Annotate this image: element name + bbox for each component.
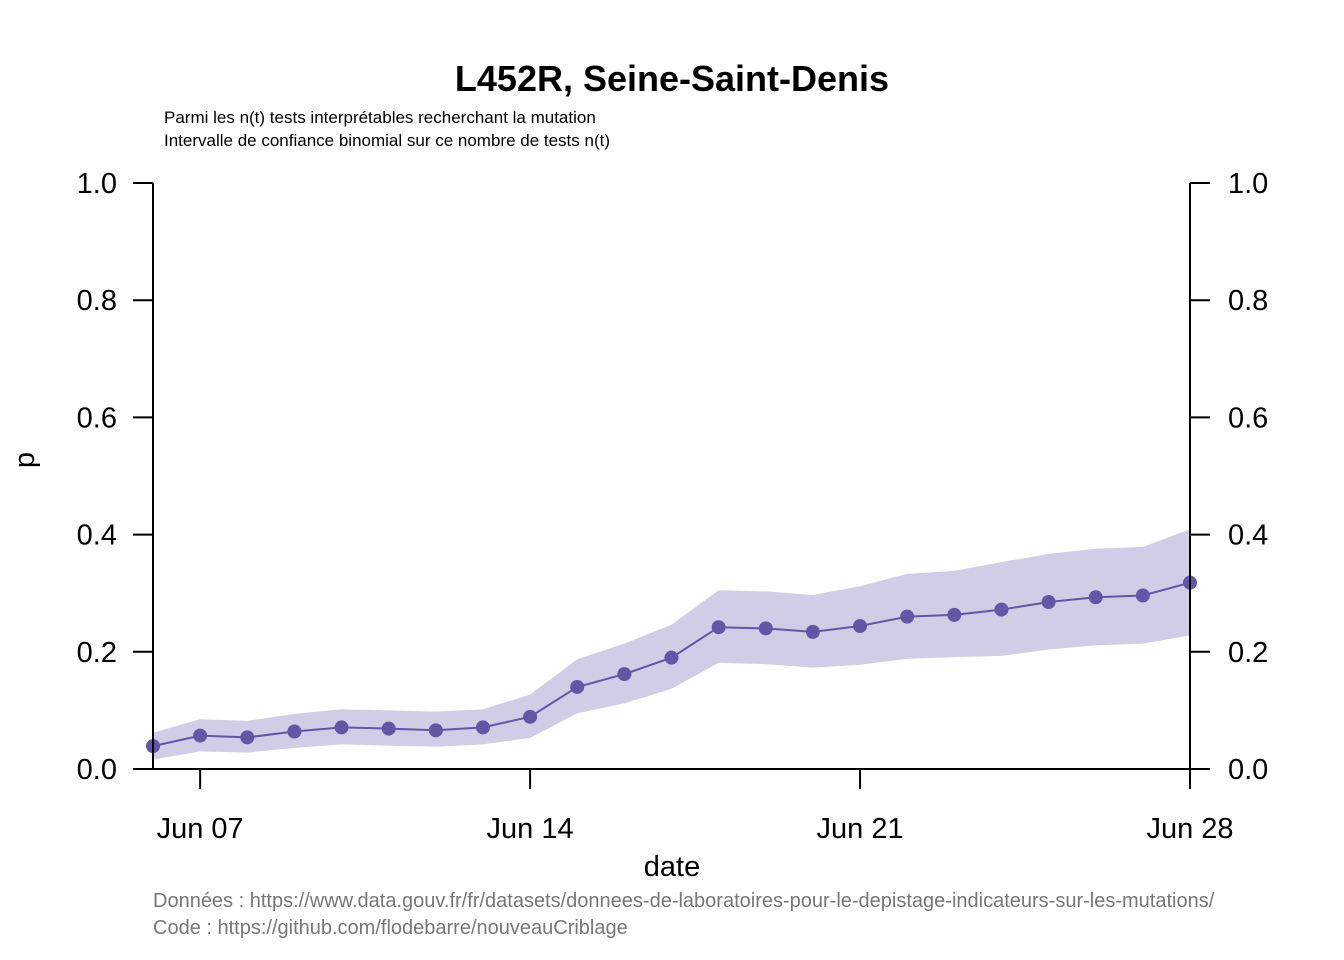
y-tick-left-label: 0.0 (77, 754, 117, 786)
data-point (193, 728, 208, 743)
data-point (240, 730, 255, 745)
y-tick-left-label: 0.8 (77, 285, 117, 317)
confidence-band (153, 529, 1190, 760)
caption-data-source: Données : https://www.data.gouv.fr/fr/da… (153, 890, 1215, 912)
data-point (994, 602, 1009, 617)
caption-code-source: Code : https://github.com/flodebarre/nou… (153, 917, 628, 939)
x-ticks: Jun 07 Jun 14 Jun 21 Jun 28 (157, 769, 1234, 845)
x-tick-label: Jun 28 (1146, 813, 1233, 845)
y-ticks-left: 0.0 0.2 0.4 0.6 0.8 1.0 (77, 168, 153, 786)
chart-title: L452R, Seine-Saint-Denis (455, 58, 889, 99)
data-point (805, 624, 820, 639)
data-point (711, 620, 726, 635)
data-point (287, 724, 302, 739)
data-point (617, 667, 632, 682)
y-tick-right-label: 0.2 (1228, 637, 1268, 669)
data-point (758, 621, 773, 636)
y-tick-right-label: 0.8 (1228, 285, 1268, 317)
confidence-band-group (153, 529, 1190, 760)
data-point (1088, 590, 1103, 605)
data-point (1135, 588, 1150, 603)
y-tick-left-label: 0.6 (77, 402, 117, 434)
data-point (381, 721, 396, 736)
x-axis-label: date (644, 851, 700, 883)
chart-subtitle-line-2: Intervalle de confiance binomial sur ce … (164, 131, 610, 150)
x-tick-label: Jun 14 (487, 813, 574, 845)
data-point (900, 609, 915, 624)
data-point (523, 709, 538, 724)
y-ticks-right: 0.0 0.2 0.4 0.6 0.8 1.0 (1190, 168, 1268, 786)
data-point (1041, 594, 1056, 609)
y-tick-right-label: 1.0 (1228, 168, 1268, 200)
y-tick-right-label: 0.6 (1228, 402, 1268, 434)
data-point (947, 607, 962, 622)
chart-subtitle-line-1: Parmi les n(t) tests interprétables rech… (164, 108, 596, 127)
data-point (428, 723, 443, 738)
data-point (853, 619, 868, 634)
data-point (570, 679, 585, 694)
y-tick-left-label: 1.0 (77, 168, 117, 200)
y-tick-left-label: 0.2 (77, 637, 117, 669)
y-tick-right-label: 0.0 (1228, 754, 1268, 786)
y-tick-left-label: 0.4 (77, 520, 117, 552)
data-point (475, 720, 490, 735)
x-tick-label: Jun 21 (817, 813, 904, 845)
y-tick-right-label: 0.4 (1228, 520, 1268, 552)
data-point (334, 720, 349, 735)
data-point (664, 650, 679, 665)
y-axis-label: p (9, 452, 41, 468)
x-tick-label: Jun 07 (157, 813, 244, 845)
